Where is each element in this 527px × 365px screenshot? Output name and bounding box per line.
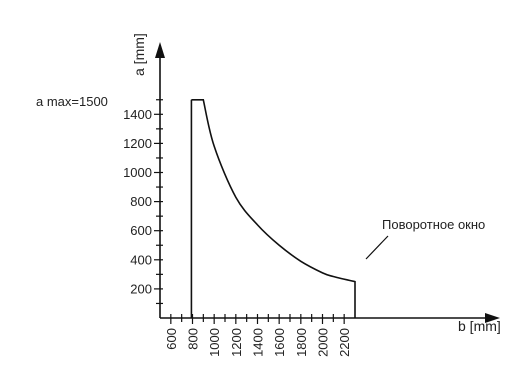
y-tick-label: 1400 [123,107,152,122]
y-tick-label: 600 [130,223,152,238]
x-tick-label: 1400 [250,328,265,357]
series-line-0 [191,99,356,318]
y-tick-label: 1000 [123,165,152,180]
x-tick-label: 2000 [315,328,330,357]
y-tick-label: 400 [130,252,152,267]
y-axis-label: a [mm] [131,33,147,76]
annotation-leader [365,235,389,260]
x-tick-label: 1200 [229,328,244,357]
x-tick-label: 1600 [272,328,287,357]
x-tick-label: 800 [185,328,200,350]
x-axis-label: b [mm] [458,318,501,334]
y-tick-label: 1200 [123,136,152,151]
x-axis-arrow [485,313,500,323]
x-tick-label: 1000 [207,328,222,357]
ticks: 600 800 1000 1200 1400 1600 1800 2000 2200 200 400… [123,99,352,357]
x-tick-label: 2200 [337,328,352,357]
x-tick-label: 600 [164,328,179,350]
y-tick-label: 200 [130,281,152,296]
y-axis-arrow [155,42,165,58]
plot-area [190,99,389,318]
x-tick-label: 1800 [294,328,309,357]
y-tick-label: 800 [130,194,152,209]
axes [155,42,500,323]
amax-annotation: a max=1500 [36,94,108,109]
curve-annotation: Поворотное окно [382,217,485,232]
